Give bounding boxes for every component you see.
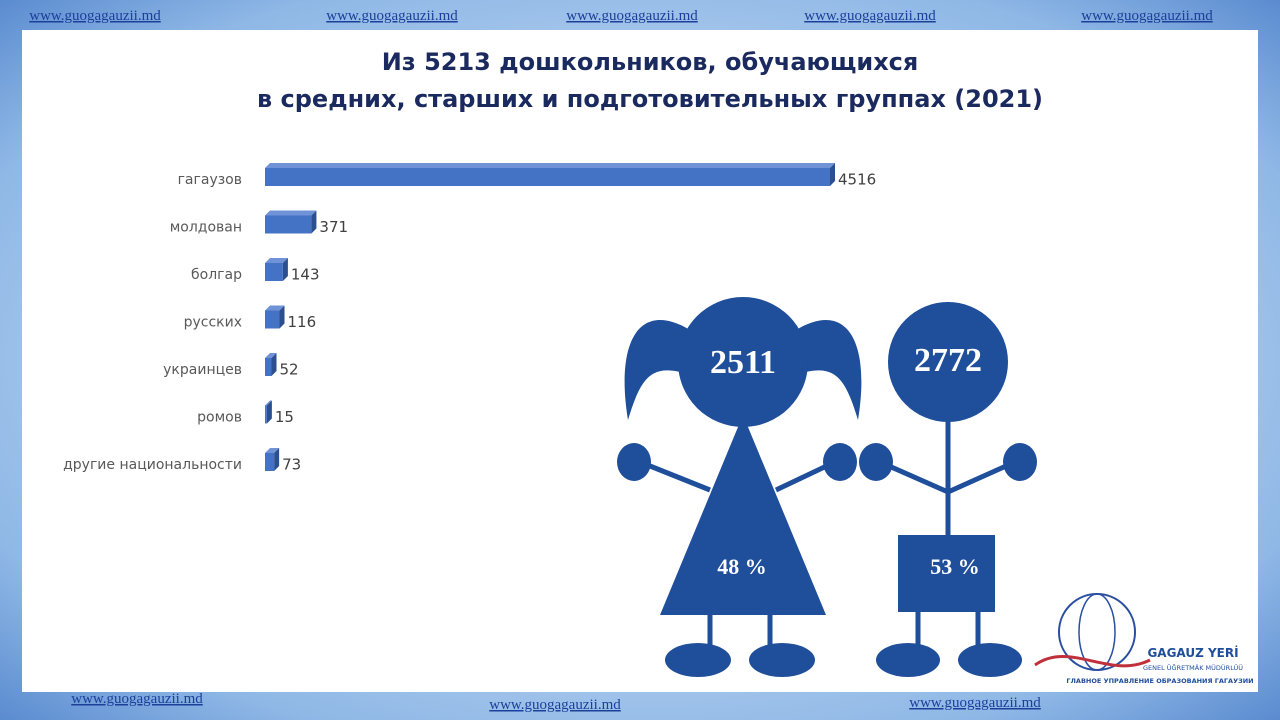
logo-line: ГЛАВНОЕ УПРАВЛЕНИЕ ОБРАЗОВАНИЯ ГАГАУЗИИ [1066,677,1253,685]
value-label: 143 [291,266,320,284]
bar-side [282,258,288,281]
bar [265,168,830,186]
bar-top [265,210,317,216]
logo-background [1025,588,1255,690]
boys-count: 2772 [914,342,982,379]
category-label: болгар [191,267,242,283]
category-label: другие национальности [63,457,242,473]
value-label: 371 [319,218,348,236]
boy-figure [859,302,1037,677]
logo-swoosh [1034,655,1151,668]
bar [265,358,272,376]
bar-top [265,400,272,406]
category-label: гагаузов [178,172,242,188]
bar-side [271,353,277,376]
logo-name: GAGAUZ YERİ [1147,645,1238,660]
value-label: 73 [282,456,301,474]
watermark: www.guogagauzii.md [1081,8,1213,24]
bar-side [311,210,317,234]
value-label: 15 [275,408,294,426]
watermark: www.guogagauzii.md [71,691,203,707]
girl-figure [617,297,862,677]
watermark: www.guogagauzii.md [909,695,1041,711]
bar [265,215,312,234]
bar-side [274,448,280,471]
bar-top [265,353,277,358]
value-label: 116 [288,313,317,331]
bar [265,263,283,281]
category-label: ромов [197,410,242,426]
girls-count: 2511 [710,344,776,381]
value-label: 4516 [838,171,876,189]
bar [265,405,267,424]
girls-share: 48 % [717,554,767,579]
bar-top [265,258,288,263]
bar-side [830,163,835,186]
bar-chart: гагаузов 4516 молдован 371 болгар 143 русских 1… [63,163,876,474]
boys-share: 53 % [930,554,980,579]
watermark: www.guogagauzii.md [489,697,621,713]
value-label: 52 [280,361,299,379]
title-line: Из 5213 дошкольников, обучающихся [382,48,919,76]
title-line: в средних, старших и подготовительных гр… [257,85,1043,113]
bar-top [265,163,835,168]
watermark: www.guogagauzii.md [326,8,458,24]
watermark: www.guogagauzii.md [29,8,161,24]
watermarks: www.guogagauzii.md www.guogagauzii.md ww… [29,8,1213,713]
bar-top [265,448,280,453]
logo-line: GENEL ÜĞRETMÄK MÜDÜRLÜÜ [1143,663,1243,672]
category-label: русских [184,315,242,331]
bar-side [266,400,272,424]
category-label: молдован [170,220,242,236]
logo: GAGAUZ YERİ GENEL ÜĞRETMÄK MÜDÜRLÜÜ ГЛАВ… [1025,588,1255,690]
bar [265,453,275,471]
watermark: www.guogagauzii.md [566,8,698,24]
bar-top [265,305,285,311]
bar-side [279,305,285,329]
bar [265,310,280,329]
logo-globe [1078,593,1116,671]
watermark: www.guogagauzii.md [804,8,936,24]
category-label: украинцев [163,362,242,378]
